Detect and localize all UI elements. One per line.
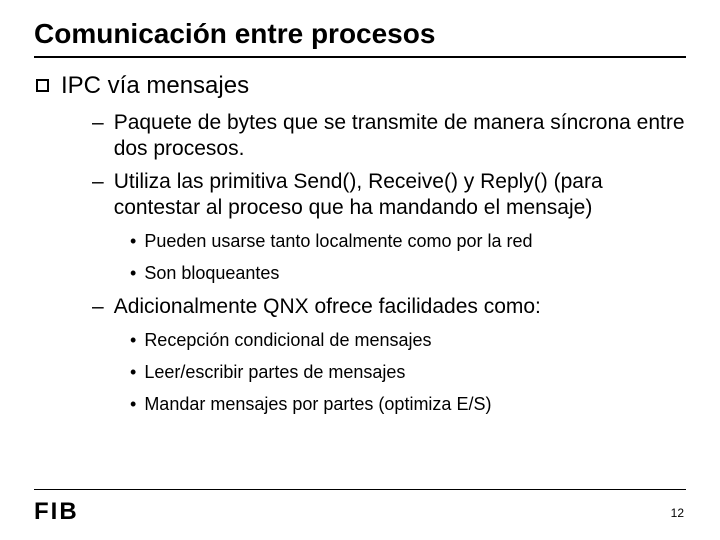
footer-rule <box>34 489 686 490</box>
dot-icon: • <box>130 231 136 253</box>
bullet-level3: • Son bloqueantes <box>130 263 686 285</box>
level3-text: Pueden usarse tanto localmente como por … <box>144 231 532 253</box>
dot-icon: • <box>130 394 136 416</box>
square-bullet-icon <box>36 79 49 92</box>
dash-icon: – <box>92 169 104 195</box>
level1-text: IPC vía mensajes <box>61 72 249 100</box>
dash-icon: – <box>92 294 104 320</box>
title-rule <box>34 56 686 58</box>
dot-icon: • <box>130 362 136 384</box>
level2-text: Utiliza las primitiva Send(), Receive() … <box>114 169 686 222</box>
bullet-level3: • Recepción condicional de mensajes <box>130 330 686 352</box>
logo: FIB <box>34 498 79 526</box>
bullet-level2: – Paquete de bytes que se transmite de m… <box>92 110 686 163</box>
level2-text: Paquete de bytes que se transmite de man… <box>114 110 686 163</box>
bullet-level1: IPC vía mensajes <box>36 72 686 100</box>
level3-text: Mandar mensajes por partes (optimiza E/S… <box>144 394 491 416</box>
level2-text: Adicionalmente QNX ofrece facilidades co… <box>114 294 541 320</box>
bullet-level3: • Mandar mensajes por partes (optimiza E… <box>130 394 686 416</box>
level3-text: Leer/escribir partes de mensajes <box>144 362 405 384</box>
level3-text: Recepción condicional de mensajes <box>144 330 431 352</box>
dot-icon: • <box>130 330 136 352</box>
bullet-level3: • Leer/escribir partes de mensajes <box>130 362 686 384</box>
dot-icon: • <box>130 263 136 285</box>
bullet-level2: – Adicionalmente QNX ofrece facilidades … <box>92 294 686 320</box>
page-number: 12 <box>671 506 684 520</box>
bullet-level2: – Utiliza las primitiva Send(), Receive(… <box>92 169 686 222</box>
slide-title: Comunicación entre procesos <box>34 18 686 56</box>
dash-icon: – <box>92 110 104 136</box>
level3-text: Son bloqueantes <box>144 263 279 285</box>
bullet-level3: • Pueden usarse tanto localmente como po… <box>130 231 686 253</box>
slide: Comunicación entre procesos IPC vía mens… <box>0 0 720 540</box>
